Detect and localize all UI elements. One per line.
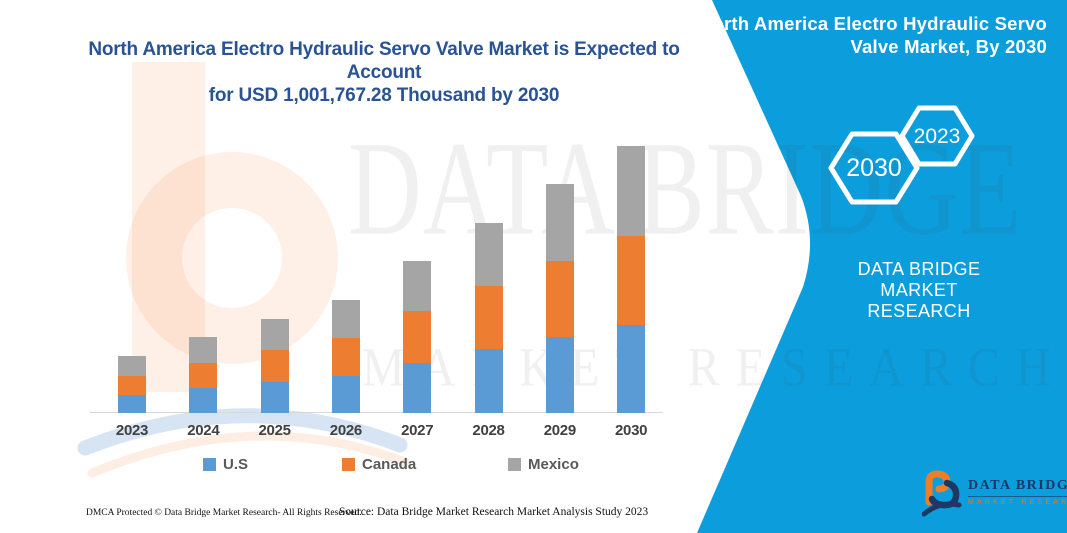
legend-swatch-mexico [508, 458, 521, 471]
bar-segment-2030-canada [617, 236, 646, 325]
bar-segment-2029-us [545, 337, 574, 413]
x-axis-label-2027: 2027 [401, 422, 434, 439]
legend-swatch-canada [342, 458, 355, 471]
x-axis-label-2028: 2028 [472, 422, 505, 439]
banner-title-line2: Valve Market, By 2030 [850, 36, 1047, 57]
bar-segment-2030-mexico [617, 146, 646, 236]
legend-item-us: U.S [203, 456, 248, 473]
bar-segment-2025-canada [260, 350, 289, 382]
x-axis-label-2026: 2026 [329, 422, 362, 439]
data-bridge-logo: DATA BRIDGE MARKET RESEARCH [922, 470, 1067, 518]
bar-segment-2024-us [189, 388, 218, 413]
x-axis-label-2023: 2023 [115, 422, 149, 439]
bar-segment-2030-us [617, 325, 646, 413]
banner-title: North America Electro Hydraulic Servo Va… [687, 12, 1067, 58]
footer-source-text: Source: Data Bridge Market Research Mark… [339, 506, 649, 518]
bar-segment-2025-mexico [260, 319, 289, 350]
x-axis-label-2024: 2024 [187, 422, 220, 439]
hexagon-2023-label: 2023 [914, 125, 961, 148]
bar-segment-2029-mexico [545, 184, 574, 261]
bar-segment-2028-mexico [474, 223, 503, 286]
legend-label: U.S [223, 456, 249, 473]
bar-segment-2023-us [118, 395, 146, 413]
footer-dmca-text: DMCA Protected © Data Bridge Market Rese… [86, 508, 362, 518]
bar-2028 [474, 223, 503, 413]
logo-text-block: DATA BRIDGE MARKET RESEARCH [968, 470, 1067, 506]
x-axis-label-2029: 2029 [543, 422, 576, 439]
bar-segment-2027-mexico [403, 261, 432, 311]
bar-2023 [118, 356, 146, 413]
chart-title: North America Electro Hydraulic Servo Va… [70, 38, 698, 107]
bar-segment-2024-mexico [189, 337, 218, 363]
hexagon-2023: 2023 [899, 105, 975, 167]
hexagon-2030-label: 2030 [846, 154, 902, 182]
x-axis-label-2030: 2030 [615, 422, 648, 439]
chart-title-line1: North America Electro Hydraulic Servo Va… [88, 39, 680, 83]
legend-label: Mexico [528, 456, 579, 473]
bar-segment-2028-us [474, 349, 503, 413]
x-axis-line [90, 412, 663, 413]
banner-brand-text: DATA BRIDGE MARKET RESEARCH [819, 259, 1019, 322]
bar-segment-2023-canada [118, 376, 146, 395]
banner-shape-path [697, 0, 1067, 533]
legend-swatch-us [203, 458, 216, 471]
logo-name: DATA BRIDGE [968, 478, 1067, 493]
chart-title-line2: for USD 1,001,767.28 Thousand by 2030 [208, 85, 560, 106]
bar-segment-2029-canada [545, 261, 574, 337]
bar-segment-2027-us [403, 363, 432, 413]
bar-2029 [545, 184, 574, 413]
bar-segment-2026-canada [331, 338, 360, 376]
bar-2025 [260, 319, 289, 413]
bar-segment-2027-canada [403, 311, 432, 363]
data-bridge-logo-icon [922, 470, 962, 517]
bar-segment-2024-canada [189, 363, 218, 388]
banner-brand-line1: DATA BRIDGE MARKET [857, 259, 981, 300]
legend-item-mexico: Mexico [508, 456, 579, 473]
x-axis-label-2025: 2025 [258, 422, 291, 439]
banner-brand-line2: RESEARCH [867, 301, 971, 321]
bar-segment-2026-mexico [331, 300, 360, 338]
bar-2026 [331, 300, 360, 413]
banner-title-line1: North America Electro Hydraulic Servo [698, 13, 1047, 34]
logo-tagline: MARKET RESEARCH [968, 499, 1067, 506]
logo-divider [968, 496, 1067, 497]
hexagon-2030: 2030 [828, 131, 920, 205]
bar-segment-2025-us [260, 382, 289, 413]
bar-2027 [403, 261, 432, 413]
bar-segment-2023-mexico [118, 356, 146, 376]
legend-item-canada: Canada [342, 456, 416, 473]
bar-segment-2026-us [331, 376, 360, 413]
bar-segment-2028-canada [474, 286, 503, 349]
bar-2024 [189, 337, 218, 413]
legend-label: Canada [362, 456, 417, 473]
bar-2030 [617, 146, 646, 413]
